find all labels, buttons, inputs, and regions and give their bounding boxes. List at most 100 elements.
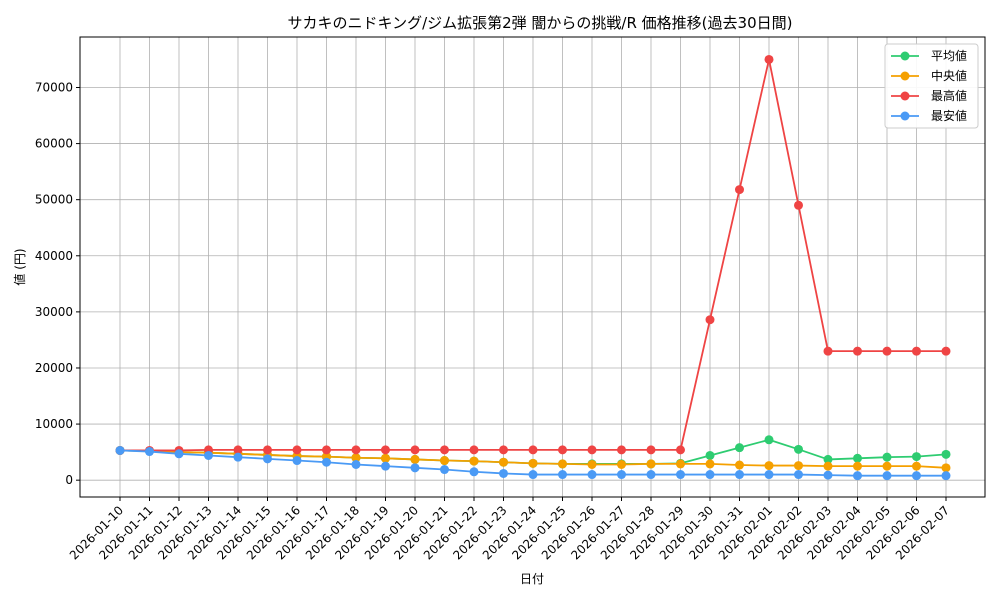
data-point (853, 471, 862, 481)
series-4 (115, 445, 951, 481)
data-point (735, 470, 744, 480)
legend-label: 中央値 (931, 68, 967, 83)
data-point (941, 471, 951, 481)
legend-marker-swatch (900, 51, 910, 61)
data-point (499, 445, 508, 455)
data-point (381, 453, 390, 463)
legend-item: 最高値 (891, 88, 967, 103)
y-axis: 0 10000 20000 30000 40000 50000 60000 70000 (35, 80, 80, 487)
data-point (263, 445, 272, 455)
data-point (735, 460, 744, 470)
data-point (705, 315, 715, 325)
data-point (587, 459, 597, 469)
data-point (528, 458, 538, 468)
data-point (587, 445, 597, 455)
data-point (764, 54, 774, 64)
y-axis-label: 値 (円) (12, 248, 27, 285)
data-point (558, 445, 567, 455)
data-point (646, 459, 656, 469)
data-point (617, 470, 626, 480)
data-point (440, 456, 449, 466)
data-point (322, 445, 331, 455)
legend-marker-swatch (900, 91, 910, 101)
data-point (469, 467, 479, 477)
data-point (381, 461, 390, 471)
data-point (912, 471, 921, 481)
data-point (882, 461, 892, 471)
y-tick-label: 50000 (35, 193, 73, 207)
data-point (676, 470, 685, 480)
legend-item: 中央値 (891, 68, 967, 83)
data-point (469, 445, 479, 455)
legend-item: 平均値 (891, 48, 967, 63)
data-point (440, 445, 449, 455)
data-point (794, 470, 803, 480)
data-point (115, 445, 125, 455)
data-point (145, 447, 154, 457)
legend-label: 最安値 (931, 108, 967, 123)
chart-title: サカキのニドキング/ジム拡張第2弾 闇からの挑戦/R 価格推移(過去30日間) (288, 14, 793, 32)
data-point (499, 468, 508, 478)
data-point (912, 452, 921, 462)
data-point (912, 461, 921, 471)
data-point (322, 457, 331, 467)
data-point (764, 470, 774, 480)
data-point (823, 461, 833, 471)
data-point (882, 346, 892, 356)
data-point (676, 445, 685, 455)
data-point (410, 445, 420, 455)
data-point (794, 461, 803, 471)
data-point (351, 445, 361, 455)
y-tick-label: 70000 (35, 80, 73, 94)
y-tick-label: 60000 (35, 137, 73, 151)
data-point (853, 346, 862, 356)
legend-item: 最安値 (891, 108, 967, 123)
data-point (558, 459, 567, 469)
data-point (174, 449, 184, 459)
data-point (617, 459, 626, 469)
data-point (204, 450, 213, 460)
series-layer (115, 54, 951, 481)
data-point (676, 459, 685, 469)
data-point (646, 445, 656, 455)
data-point (882, 471, 892, 481)
data-point (410, 463, 420, 473)
data-point (705, 459, 715, 469)
data-point (853, 453, 862, 463)
y-tick-label: 30000 (35, 305, 73, 319)
data-point (499, 457, 508, 467)
data-point (440, 465, 449, 475)
data-point (469, 456, 479, 466)
data-point (410, 454, 420, 464)
data-point (233, 445, 243, 455)
data-point (705, 450, 715, 460)
y-tick-label: 10000 (35, 417, 73, 431)
data-point (823, 470, 833, 480)
x-axis-label: 日付 (520, 572, 544, 586)
legend-label: 平均値 (931, 48, 967, 63)
data-point (823, 346, 833, 356)
data-point (381, 445, 390, 455)
data-point (912, 346, 921, 356)
legend-marker-swatch (900, 71, 910, 81)
data-point (794, 200, 803, 210)
data-point (941, 449, 951, 459)
data-point (764, 461, 774, 471)
data-point (853, 461, 862, 471)
data-point (263, 454, 272, 464)
data-point (292, 445, 302, 455)
plot-frame (79, 36, 986, 498)
data-point (646, 470, 656, 480)
data-point (735, 443, 744, 453)
data-point (823, 454, 833, 464)
data-point (764, 435, 774, 445)
data-point (233, 452, 243, 462)
data-point (351, 453, 361, 463)
legend-box (884, 43, 979, 129)
data-point (941, 463, 951, 473)
data-point (528, 470, 538, 480)
y-tick-label: 20000 (35, 361, 73, 375)
